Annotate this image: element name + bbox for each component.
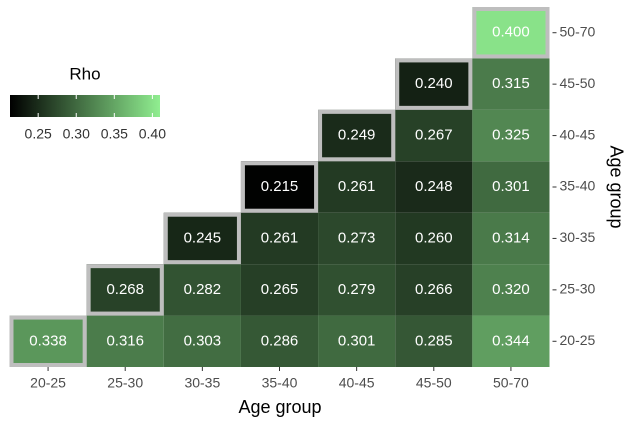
cell-label: 0.282 [184, 281, 222, 298]
heatmap-cell [395, 315, 473, 367]
heatmap-cell [472, 264, 550, 316]
legend-title: Rho [69, 64, 100, 83]
cell-label: 0.273 [338, 229, 376, 246]
heatmap-cell [318, 161, 396, 213]
cell-label: 0.249 [338, 127, 376, 144]
heatmap-cell [395, 109, 473, 162]
heatmap-cell [318, 315, 396, 367]
x-tick-label: 30-35 [184, 375, 220, 391]
heatmap-cell [163, 315, 241, 367]
cell-label: 0.315 [492, 75, 530, 92]
heatmap-cell [395, 264, 473, 316]
heatmap-cell [472, 58, 550, 110]
heatmap-cell [395, 161, 473, 213]
heatmap-cell [318, 109, 396, 162]
heatmap-cell [472, 161, 550, 213]
heatmap-cell [240, 161, 319, 213]
cell-label: 0.279 [338, 281, 376, 298]
cell-label: 0.286 [261, 332, 299, 349]
heatmap-cell [163, 264, 241, 316]
diagonal-highlight [240, 161, 319, 213]
colorbar-tick-label: 0.25 [25, 126, 52, 142]
cell-label: 0.240 [415, 75, 453, 92]
heatmap-cell [240, 315, 319, 367]
diagonal-highlight [86, 264, 164, 316]
heatmap-cell [86, 315, 164, 367]
cell-label: 0.316 [106, 332, 144, 349]
diagonal-highlight [395, 58, 473, 110]
colorbar-tick-label: 0.30 [63, 126, 90, 142]
x-axis-title: Age group [238, 397, 321, 417]
heatmap-cell [472, 7, 550, 59]
y-tick-label: 35-40 [560, 178, 596, 194]
x-tick-label: 20-25 [30, 375, 66, 391]
cell-label: 0.320 [492, 281, 530, 298]
heatmap-cell [9, 315, 87, 367]
cell-label: 0.268 [106, 281, 144, 298]
heatmap-cell [86, 264, 164, 316]
heatmap-cell [163, 212, 241, 265]
cell-label: 0.267 [415, 127, 453, 144]
y-axis-title: Age group [606, 145, 626, 228]
diagonal-highlight [318, 109, 396, 162]
cell-label: 0.261 [338, 178, 376, 195]
x-tick-label: 35-40 [262, 375, 298, 391]
cell-label: 0.248 [415, 178, 453, 195]
cell-label: 0.325 [492, 127, 530, 144]
diagonal-highlight [472, 7, 550, 59]
heatmap-cell [318, 212, 396, 265]
x-tick-label: 40-45 [339, 375, 375, 391]
cell-label: 0.245 [184, 229, 222, 246]
cell-label: 0.338 [29, 332, 67, 349]
heatmap-cell [395, 58, 473, 110]
cell-label: 0.266 [415, 281, 453, 298]
cell-label: 0.261 [261, 229, 299, 246]
y-tick-label: 45-50 [560, 75, 596, 91]
cell-label: 0.301 [492, 178, 530, 195]
colorbar-tick-label: 0.35 [101, 126, 128, 142]
diagonal-highlight [163, 212, 241, 265]
y-tick-label: 25-30 [560, 281, 596, 297]
cell-label: 0.301 [338, 332, 376, 349]
heatmap-cell [395, 212, 473, 265]
heatmap-cell [240, 212, 319, 265]
diagonal-highlight [9, 315, 87, 368]
x-tick-label: 25-30 [107, 375, 143, 391]
cell-label: 0.265 [261, 281, 299, 298]
y-tick-label: 30-35 [560, 229, 596, 245]
cell-label: 0.400 [492, 24, 530, 41]
heatmap-cell [240, 264, 319, 316]
y-tick-label: 40-45 [560, 126, 596, 142]
heatmap-cell [318, 264, 396, 316]
heatmap-cell [472, 109, 550, 162]
cell-label: 0.215 [261, 178, 299, 195]
cell-label: 0.303 [184, 332, 222, 349]
colorbar-tick-label: 0.40 [139, 126, 166, 142]
y-tick-label: 50-70 [560, 23, 596, 39]
heatmap-cell [472, 315, 550, 367]
cell-label: 0.285 [415, 332, 453, 349]
x-tick-label: 45-50 [416, 375, 452, 391]
cell-label: 0.260 [415, 229, 453, 246]
y-tick-label: 20-25 [560, 332, 596, 348]
cell-label: 0.344 [492, 332, 530, 349]
x-tick-label: 50-70 [493, 375, 529, 391]
heatmap-cell [472, 212, 550, 265]
colorbar [10, 95, 160, 117]
cell-label: 0.314 [492, 229, 530, 246]
